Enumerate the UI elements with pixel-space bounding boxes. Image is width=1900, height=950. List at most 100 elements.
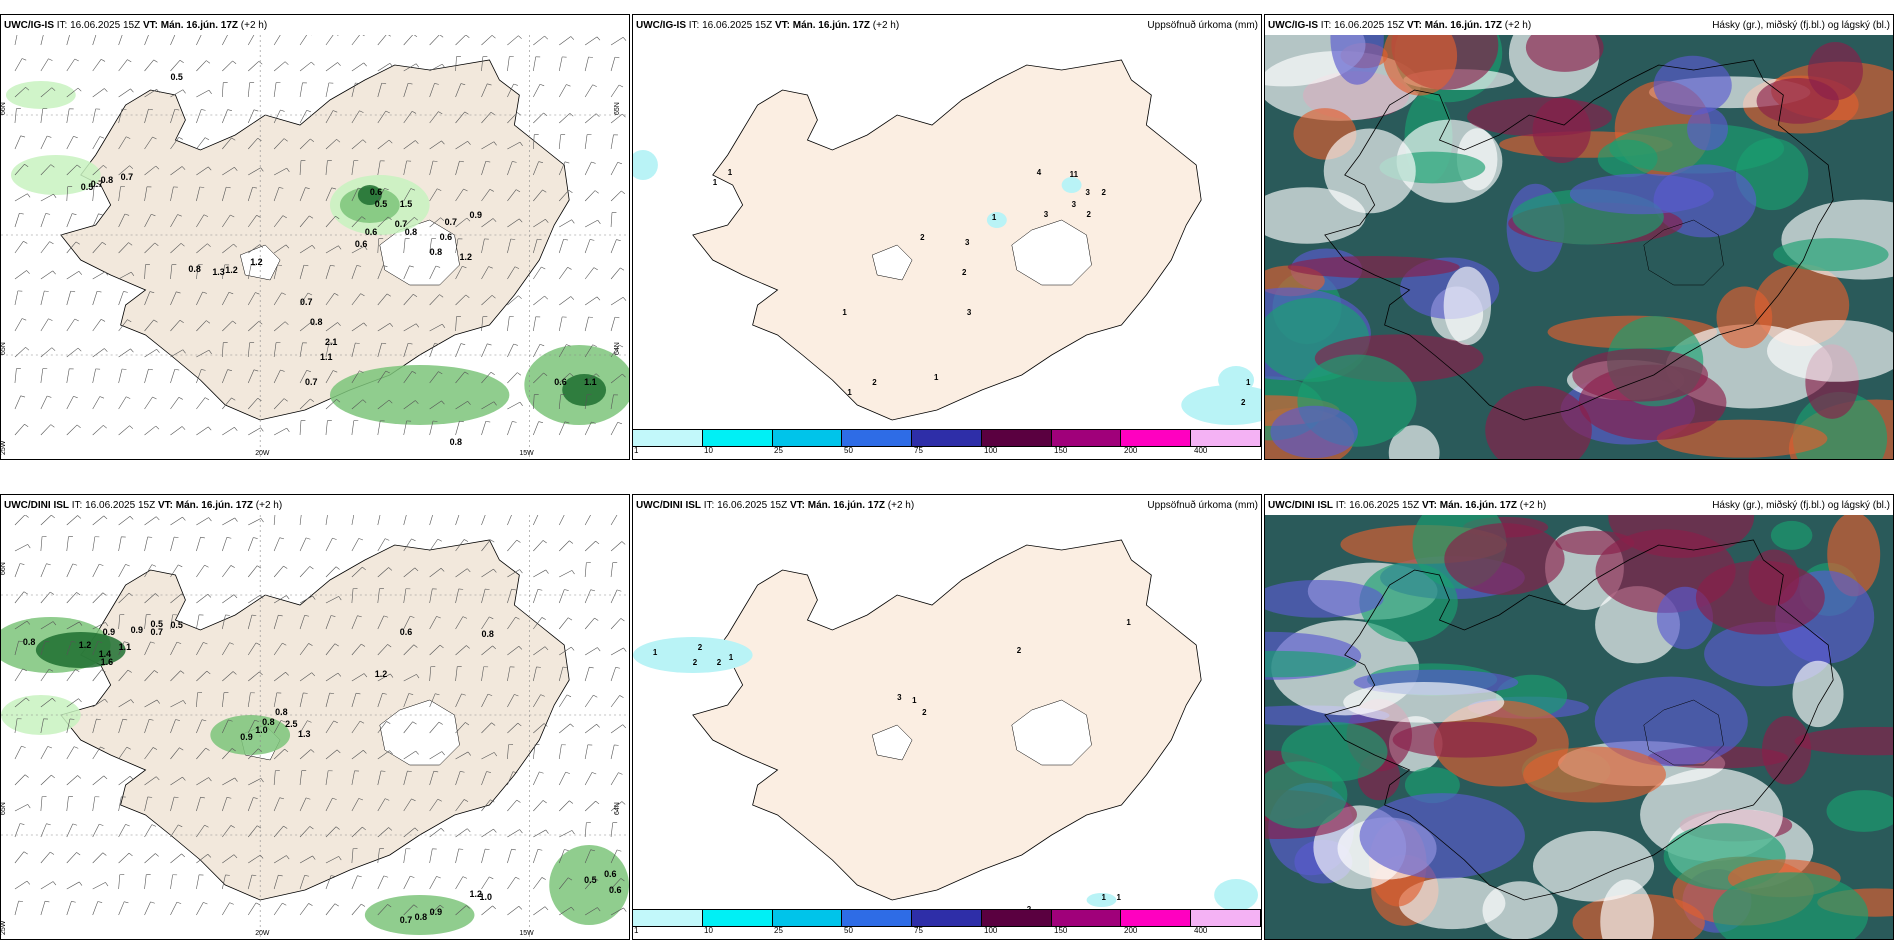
precip-value: 0.5 bbox=[151, 619, 163, 629]
header-model: UWC/DINI ISL bbox=[1268, 499, 1333, 511]
legend-swatch bbox=[1051, 430, 1122, 446]
header-it-label: IT: bbox=[703, 499, 715, 511]
cloud-area bbox=[1792, 660, 1844, 728]
panel-title-left: UWC/IG-IS IT: 16.06.2025 15Z VT: Mán. 16… bbox=[1268, 20, 1531, 31]
precip-area bbox=[364, 895, 475, 935]
legend-swatch bbox=[772, 910, 843, 926]
header-it-label: IT: bbox=[56, 19, 68, 31]
legend-tick: 150 bbox=[1054, 926, 1068, 935]
legend-tick: 1 bbox=[634, 446, 639, 455]
precip-value: 0.9 bbox=[131, 625, 143, 635]
lat-label: 66N bbox=[1, 102, 7, 115]
precip-area bbox=[329, 365, 510, 425]
header-model: UWC/IG-IS bbox=[4, 19, 54, 31]
precip-area bbox=[633, 637, 753, 673]
precip-value: 1.0 bbox=[255, 725, 267, 735]
cloud-area bbox=[1485, 386, 1592, 459]
panel-dini-cloud: UWC/DINI ISL IT: 16.06.2025 15Z VT: Mán.… bbox=[1264, 494, 1894, 940]
precip-value: 0.9 bbox=[103, 627, 115, 637]
precip-value: 0.9 bbox=[430, 907, 442, 917]
header-lead: (+2 h) bbox=[887, 499, 915, 511]
precip-value: 0.9 bbox=[240, 732, 252, 742]
header-it-label: IT: bbox=[688, 19, 700, 31]
header-vt-label: VT: bbox=[1421, 499, 1437, 511]
precip-value: 2 bbox=[962, 268, 967, 277]
precip-value: 1.2 bbox=[79, 640, 91, 650]
header-lead: (+2 h) bbox=[1519, 499, 1547, 511]
precip-value: 0.8 bbox=[101, 175, 113, 185]
precip-value: 0.5 bbox=[375, 199, 387, 209]
panel-title-left: UWC/DINI ISL IT: 16.06.2025 15Z VT: Mán.… bbox=[636, 500, 914, 511]
cloud-area bbox=[1443, 266, 1492, 346]
precip-value: 0.5 bbox=[170, 72, 182, 82]
cloud-area bbox=[1767, 319, 1893, 382]
legend-swatch bbox=[981, 910, 1052, 926]
header-vt-label: VT: bbox=[142, 19, 158, 31]
cloud-area bbox=[1265, 579, 1384, 618]
panel-header: UWC/DINI ISL IT: 16.06.2025 15Z VT: Mán.… bbox=[1265, 495, 1893, 515]
header-it-label: IT: bbox=[1320, 19, 1332, 31]
precip-value: 0.7 bbox=[400, 915, 412, 925]
legend-tick: 10 bbox=[704, 446, 713, 455]
precip-value: 0.6 bbox=[365, 227, 377, 237]
panel-title-left: UWC/IG-IS IT: 16.06.2025 15Z VT: Mán. 16… bbox=[636, 20, 899, 31]
panel-ig-cloud: UWC/IG-IS IT: 16.06.2025 15Z VT: Mán. 16… bbox=[1264, 14, 1894, 460]
precip-value: 2.1 bbox=[325, 337, 337, 347]
legend-swatch bbox=[772, 430, 843, 446]
cloud-area bbox=[1653, 55, 1732, 116]
legend-tick: 25 bbox=[774, 446, 783, 455]
precip-area bbox=[1181, 385, 1261, 425]
map-area bbox=[1265, 35, 1893, 459]
legend-swatch bbox=[842, 910, 913, 926]
precip-value: 0.8 bbox=[310, 317, 322, 327]
precip-value: 0.7 bbox=[395, 219, 407, 229]
precip-value: 0.7 bbox=[151, 627, 163, 637]
precip-value: 1 bbox=[729, 653, 734, 662]
precip-value: 1.1 bbox=[119, 642, 131, 652]
precip-value: 3 bbox=[1086, 188, 1091, 197]
wind-barbs bbox=[14, 515, 627, 916]
legend-swatch bbox=[912, 910, 982, 926]
precip-value: 1 bbox=[653, 648, 658, 657]
precip-value: 0.8 bbox=[188, 264, 200, 274]
panel-title-right: Hásky (gr.), miðský (fj.bl.) og lágský (… bbox=[1712, 19, 1890, 31]
panel-title-left: UWC/DINI ISL IT: 16.06.2025 15Z VT: Mán.… bbox=[4, 500, 282, 511]
header-vt-value: Mán. 16.jún. 17Z bbox=[792, 19, 870, 31]
precip-value: 1 bbox=[992, 213, 997, 222]
cloud-area bbox=[1467, 97, 1612, 137]
precip-value: 3 bbox=[1072, 200, 1077, 209]
precip-value: 1 bbox=[713, 178, 718, 187]
panel-header: UWC/IG-IS IT: 16.06.2025 15Z VT: Mán. 16… bbox=[1, 15, 629, 35]
header-it-value: 16.06.2025 15Z bbox=[85, 499, 156, 511]
precip-value: 1 bbox=[1126, 618, 1131, 627]
precip-value: 1 bbox=[1102, 893, 1107, 902]
precip-value: 0.8 bbox=[23, 637, 35, 647]
precip-value: 0.8 bbox=[481, 629, 493, 639]
precip-area bbox=[549, 845, 629, 925]
cloud-area bbox=[1265, 650, 1357, 678]
cloud-area bbox=[1597, 139, 1658, 178]
header-vt-value: Mán. 16.jún. 17Z bbox=[1424, 19, 1502, 31]
precip-value: 0.6 bbox=[370, 187, 382, 197]
precip-value: 0.9 bbox=[470, 210, 482, 220]
cloud-area bbox=[1359, 793, 1525, 879]
precip-value: 2 bbox=[872, 378, 877, 387]
cloud-area bbox=[1444, 523, 1565, 595]
cloud-area bbox=[1398, 877, 1506, 930]
cloud-area bbox=[1270, 405, 1358, 459]
precip-value: 0.5 bbox=[584, 875, 596, 885]
precip-value: 0.8 bbox=[450, 437, 462, 447]
header-vt-value: Mán. 16.jún. 17Z bbox=[160, 19, 238, 31]
precip-value: 1.1 bbox=[584, 377, 596, 387]
precip-value: 2 bbox=[1087, 210, 1092, 219]
map-svg bbox=[1265, 515, 1893, 939]
legend-tick: 10 bbox=[704, 926, 713, 935]
precip-value: 3 bbox=[897, 693, 902, 702]
precip-area bbox=[562, 374, 607, 406]
lon-label: 20W bbox=[255, 930, 270, 937]
header-vt-value: Mán. 16.jún. 17Z bbox=[175, 499, 253, 511]
header-it-value: 16.06.2025 15Z bbox=[1334, 19, 1405, 31]
cloud-area bbox=[1773, 238, 1889, 272]
panel-title-left: UWC/IG-IS IT: 16.06.2025 15Z VT: Mán. 16… bbox=[4, 20, 267, 31]
